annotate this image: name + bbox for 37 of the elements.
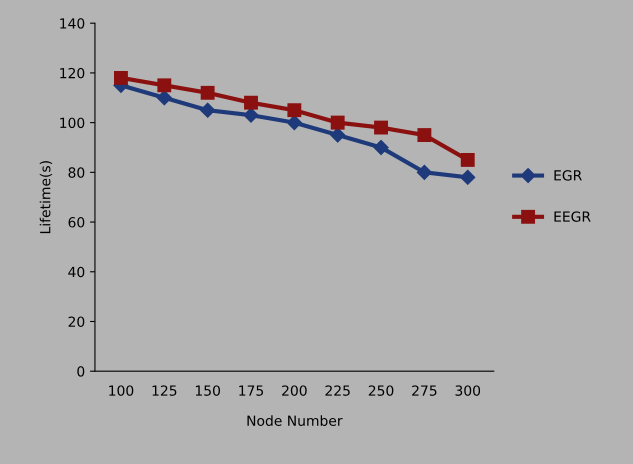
y-tick-label: 20	[68, 316, 84, 327]
x-tick-label: 300	[456, 385, 480, 396]
x-tick-label: 150	[196, 385, 220, 396]
y-axis-title: Lifetime(s)	[40, 161, 52, 234]
point	[374, 120, 388, 135]
x-tick-label: 125	[152, 385, 176, 396]
point	[460, 152, 475, 167]
point	[417, 128, 432, 142]
legend-label: EGR	[554, 170, 582, 181]
x-axis-title: Node Number	[247, 415, 343, 426]
point	[460, 170, 476, 185]
point	[373, 140, 389, 156]
point	[286, 115, 302, 130]
y-tick-label: 80	[68, 167, 84, 178]
x-tick-label: 225	[325, 385, 350, 396]
point	[243, 108, 259, 123]
point	[200, 102, 216, 118]
y-tick-label: 120	[60, 68, 84, 78]
point	[416, 164, 432, 180]
point	[244, 96, 258, 110]
y-tick-label: 60	[68, 217, 84, 228]
y-tick-label: 0	[77, 366, 84, 377]
point	[330, 116, 345, 130]
point	[114, 70, 128, 85]
y-tick-label: 140	[60, 18, 84, 29]
x-tick-label: 100	[109, 385, 134, 396]
x-tick-label: 200	[282, 385, 307, 396]
x-tick-label: 275	[412, 385, 436, 396]
x-tick-label: 175	[239, 386, 264, 396]
point	[157, 78, 172, 92]
x-tick-label: 250	[368, 385, 394, 396]
point	[287, 103, 302, 118]
point	[156, 90, 172, 106]
y-tick-label: 40	[68, 266, 84, 278]
legend-label: EEGR	[554, 211, 591, 222]
y-tick-label: 100	[60, 118, 84, 128]
point	[200, 86, 215, 100]
